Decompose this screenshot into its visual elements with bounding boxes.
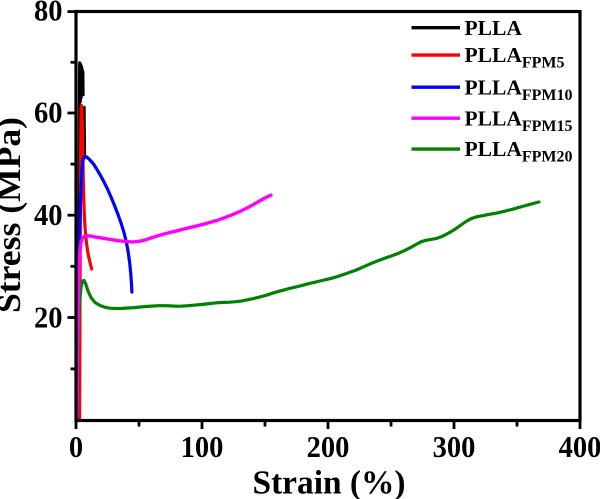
svg-text:60: 60 xyxy=(34,96,63,130)
svg-text:200: 200 xyxy=(307,430,350,464)
svg-text:0: 0 xyxy=(69,430,83,464)
svg-text:300: 300 xyxy=(433,430,476,464)
svg-text:PLLA: PLLA xyxy=(465,16,523,40)
svg-text:PLLAFPM20: PLLAFPM20 xyxy=(465,137,573,166)
svg-text:100: 100 xyxy=(181,430,224,464)
svg-text:80: 80 xyxy=(34,0,63,28)
svg-text:Strain (%): Strain (%) xyxy=(253,465,406,499)
svg-text:Stress (MPa): Stress (MPa) xyxy=(0,117,28,313)
svg-text:40: 40 xyxy=(34,198,63,232)
svg-text:400: 400 xyxy=(559,430,600,464)
svg-text:20: 20 xyxy=(34,300,63,334)
